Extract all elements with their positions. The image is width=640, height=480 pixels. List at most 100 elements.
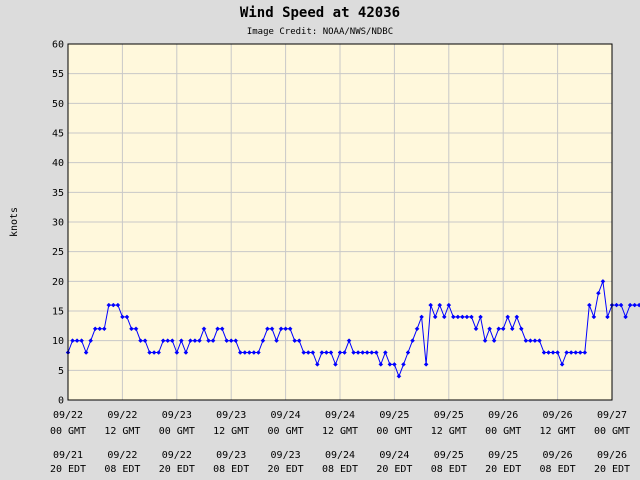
x-tick-label: 20 EDT xyxy=(159,464,195,475)
data-point xyxy=(428,302,434,308)
x-tick-label: 00 GMT xyxy=(159,426,195,437)
data-point xyxy=(237,350,243,355)
data-point xyxy=(509,326,515,332)
y-tick-label: 50 xyxy=(52,99,64,110)
x-tick-label: 12 GMT xyxy=(431,426,467,437)
y-tick-label: 60 xyxy=(52,40,64,51)
data-point xyxy=(324,350,329,355)
data-point xyxy=(346,338,352,344)
x-tick-label: 08 EDT xyxy=(322,464,358,475)
x-tick-label: 00 GMT xyxy=(268,426,304,437)
x-tick-label: 12 GMT xyxy=(213,426,249,437)
x-tick-label: 09/24 xyxy=(325,450,355,461)
data-point xyxy=(410,338,415,344)
y-axis-ticks: 0 5 10 15 20 25 30 35 40 45 50 55 60 xyxy=(52,40,64,407)
y-tick-label: 25 xyxy=(52,247,64,258)
data-point xyxy=(283,326,288,332)
data-point xyxy=(183,350,189,355)
data-point xyxy=(596,290,601,296)
x-tick-label: 09/25 xyxy=(488,450,518,461)
x-tick-label: 12 GMT xyxy=(540,426,576,437)
data-point xyxy=(156,350,162,355)
x-tick-label: 09/24 xyxy=(325,410,355,421)
data-point xyxy=(160,338,166,344)
data-point xyxy=(550,350,556,355)
data-point xyxy=(192,338,198,344)
data-point xyxy=(605,314,610,320)
x-tick-label: 09/22 xyxy=(107,450,137,461)
data-point xyxy=(165,338,171,344)
data-point xyxy=(573,350,579,355)
data-point xyxy=(265,326,270,332)
data-point xyxy=(423,362,429,367)
data-point xyxy=(582,350,588,355)
x-tick-label: 00 GMT xyxy=(594,426,630,437)
x-tick-label: 09/21 xyxy=(53,450,83,461)
data-point xyxy=(110,302,116,308)
data-point xyxy=(591,314,597,320)
x-tick-label: 20 EDT xyxy=(376,464,412,475)
data-point xyxy=(405,350,411,355)
x-tick-label: 09/23 xyxy=(216,410,246,421)
data-point xyxy=(437,302,443,308)
x-tick-label: 09/23 xyxy=(271,450,301,461)
data-point xyxy=(636,302,640,308)
data-point xyxy=(491,338,497,344)
data-point xyxy=(396,373,402,379)
data-point xyxy=(555,350,560,355)
data-point xyxy=(414,326,420,332)
x-tick-label: 20 EDT xyxy=(594,464,630,475)
x-tick-label: 20 EDT xyxy=(268,464,304,475)
data-point xyxy=(228,338,234,344)
x-tick-label: 09/25 xyxy=(434,410,464,421)
data-point xyxy=(618,302,624,308)
x-tick-label: 20 EDT xyxy=(50,464,86,475)
data-point xyxy=(455,314,461,320)
data-point xyxy=(215,326,220,332)
data-point xyxy=(473,326,479,332)
data-point xyxy=(260,338,266,344)
data-point xyxy=(532,338,538,344)
data-point xyxy=(600,278,606,284)
data-point xyxy=(333,362,338,367)
x-tick-label: 09/25 xyxy=(434,450,464,461)
data-point xyxy=(337,350,343,355)
data-point xyxy=(450,314,456,320)
data-point xyxy=(632,302,638,308)
x-tick-label: 09/23 xyxy=(162,410,192,421)
data-point xyxy=(106,302,112,308)
x-tick-label: 09/22 xyxy=(162,450,192,461)
series-layer xyxy=(65,278,640,379)
data-point xyxy=(88,338,94,344)
x-tick-label: 00 GMT xyxy=(50,426,86,437)
data-point xyxy=(464,314,470,320)
x-tick-label: 12 GMT xyxy=(104,426,140,437)
data-point xyxy=(355,350,361,355)
data-point xyxy=(577,350,583,355)
data-point xyxy=(120,314,125,320)
data-point xyxy=(188,338,193,344)
data-point xyxy=(586,302,592,308)
y-tick-label: 0 xyxy=(58,396,64,407)
y-axis-label: knots xyxy=(9,207,20,237)
data-point xyxy=(487,326,492,332)
data-point xyxy=(129,326,134,332)
data-point xyxy=(441,314,447,320)
x-tick-label: 09/26 xyxy=(488,410,518,421)
data-point xyxy=(296,338,302,344)
x-tick-label: 09/26 xyxy=(543,410,573,421)
chart-title: Wind Speed at 42036 xyxy=(240,5,400,21)
y-tick-label: 15 xyxy=(52,307,64,318)
data-point xyxy=(115,302,121,308)
data-point xyxy=(92,326,98,332)
x-tick-label: 09/25 xyxy=(379,410,409,421)
x-axis-ticks: 09/22 00 GMT 09/21 20 EDT 09/22 12 GMT 09/22 08… xyxy=(50,410,630,475)
data-point xyxy=(70,338,75,344)
data-point xyxy=(328,350,334,355)
data-point xyxy=(387,362,393,367)
data-point xyxy=(274,338,279,344)
data-point xyxy=(382,350,388,355)
x-tick-label: 20 EDT xyxy=(485,464,521,475)
y-tick-label: 55 xyxy=(52,69,64,80)
data-point xyxy=(392,362,397,367)
